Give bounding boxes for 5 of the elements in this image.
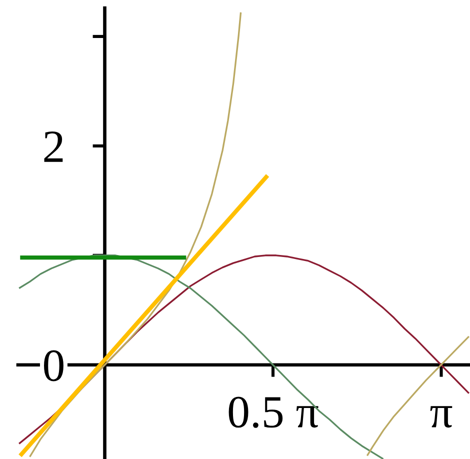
y-tick-label: 2 [44,131,63,162]
x-tick-label: 0.5 π [228,396,318,428]
x-tick-label: π [430,406,452,428]
y-tick-label: 0 [44,350,64,382]
line-series [18,254,384,459]
